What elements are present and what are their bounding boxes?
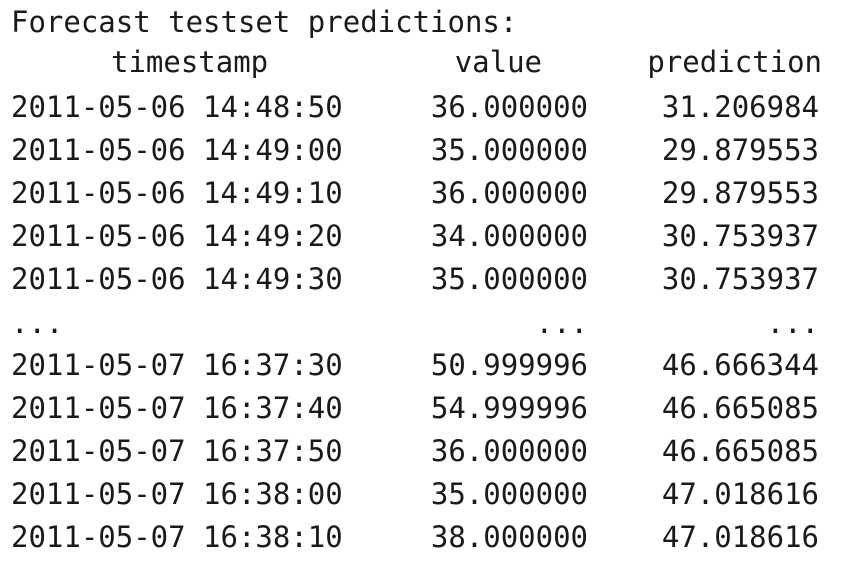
table-row: 2011-05-06 14:49:30 35.000000 30.753937 [0,261,844,297]
value-cell: 36.000000 [430,434,588,468]
timestamp-cell: 2011-05-06 14:49:20 [11,219,343,253]
value-cell: 50.999996 [430,348,588,382]
timestamp-cell: 2011-05-06 14:49:10 [11,176,343,210]
timestamp-cell: 2011-05-07 16:37:30 [11,348,343,382]
table-row: 2011-05-07 16:37:40 54.999996 46.665085 [0,390,844,426]
timestamp-cell: 2011-05-06 14:49:00 [11,133,343,167]
prediction-cell: 46.665085 [661,391,819,425]
timestamp-cell: 2011-05-07 16:37:40 [11,391,343,425]
prediction-cell: 47.018616 [661,520,819,554]
table-header-row: timestamp value prediction [0,44,844,80]
value-cell: 54.999996 [430,391,588,425]
table-row: 2011-05-07 16:38:10 38.000000 47.018616 [0,519,844,555]
table-row: 2011-05-06 14:49:20 34.000000 30.753937 [0,218,844,254]
timestamp-cell: 2011-05-07 16:38:10 [11,520,343,554]
timestamp-cell: ... [11,306,64,340]
table-row: 2011-05-07 16:38:00 35.000000 47.018616 [0,476,844,512]
ellipsis-row: ... ... ... [0,305,844,341]
value-cell: 34.000000 [430,219,588,253]
timestamp-cell: 2011-05-06 14:48:50 [11,90,343,124]
value-cell: 35.000000 [430,262,588,296]
timestamp-cell: 2011-05-07 16:38:00 [11,477,343,511]
output-title: Forecast testset predictions: [11,5,518,39]
table-row: 2011-05-07 16:37:50 36.000000 46.665085 [0,433,844,469]
value-cell: ... [535,306,588,340]
value-cell: 35.000000 [430,477,588,511]
prediction-cell: 30.753937 [661,219,819,253]
table-row: 2011-05-06 14:49:10 36.000000 29.879553 [0,175,844,211]
table-row: 2011-05-06 14:48:50 36.000000 31.206984 [0,89,844,125]
table-row: 2011-05-06 14:49:00 35.000000 29.879553 [0,132,844,168]
value-column-header: value [454,45,542,79]
value-cell: 35.000000 [430,133,588,167]
prediction-cell: 47.018616 [661,477,819,511]
timestamp-cell: 2011-05-07 16:37:50 [11,434,343,468]
prediction-cell: 30.753937 [661,262,819,296]
prediction-cell: 29.879553 [661,176,819,210]
prediction-column-header: prediction [647,45,822,79]
prediction-cell: 29.879553 [661,133,819,167]
timestamp-column-header: timestamp [111,45,269,79]
timestamp-cell: 2011-05-06 14:49:30 [11,262,343,296]
prediction-cell: ... [766,306,819,340]
prediction-cell: 46.665085 [661,434,819,468]
value-cell: 36.000000 [430,176,588,210]
value-cell: 38.000000 [430,520,588,554]
prediction-cell: 46.666344 [661,348,819,382]
table-row: 2011-05-07 16:37:30 50.999996 46.666344 [0,347,844,383]
prediction-cell: 31.206984 [661,90,819,124]
value-cell: 36.000000 [430,90,588,124]
